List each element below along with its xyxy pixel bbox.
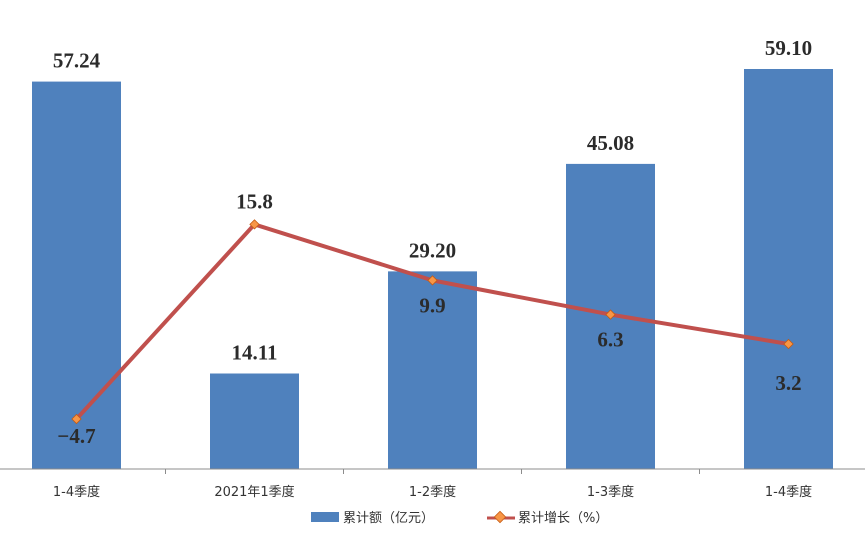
legend-label-line: 累计增长（%）	[518, 511, 608, 526]
line-value-label: 3.2	[775, 371, 801, 395]
line-value-label: 6.3	[597, 328, 623, 352]
bar-value-label: 57.24	[53, 49, 101, 73]
bar-value-label: 59.10	[765, 36, 812, 60]
line-marker	[783, 338, 794, 350]
bar-value-label: 14.11	[231, 341, 277, 365]
bar	[210, 373, 299, 469]
bar-value-label: 45.08	[587, 131, 634, 155]
line-series	[71, 219, 794, 425]
bar	[744, 69, 833, 469]
x-tick-label: 1-4季度	[765, 484, 812, 500]
legend-swatch-marker	[493, 510, 507, 524]
line-value-label: −4.7	[57, 424, 95, 448]
bar	[32, 81, 121, 469]
line-value-label: 9.9	[419, 293, 445, 317]
line-marker	[71, 413, 82, 425]
data-labels: 57.24 14.11 29.20 45.08 59.10 −4.7 15.8 9.9 6.3 3…	[53, 36, 812, 448]
line-marker	[249, 219, 260, 230]
legend-swatch-bar	[311, 512, 339, 522]
legend: 累计额（亿元） 累计增长（%）	[311, 510, 608, 526]
x-tick-label: 1-2季度	[409, 484, 456, 500]
bar-value-label: 29.20	[409, 238, 456, 262]
line-marker	[605, 309, 616, 320]
line-marker	[427, 275, 438, 286]
line-value-label: 15.8	[236, 189, 273, 213]
x-tick-label: 2021年1季度	[214, 484, 294, 500]
legend-label-bar: 累计额（亿元）	[343, 511, 434, 526]
bar-series	[32, 69, 833, 469]
bar	[388, 271, 477, 469]
x-axis: 1-4季度 2021年1季度 1-2季度 1-3季度 1-4季度	[0, 468, 865, 500]
x-tick-label: 1-3季度	[587, 484, 634, 500]
x-tick-label: 1-4季度	[53, 484, 100, 500]
